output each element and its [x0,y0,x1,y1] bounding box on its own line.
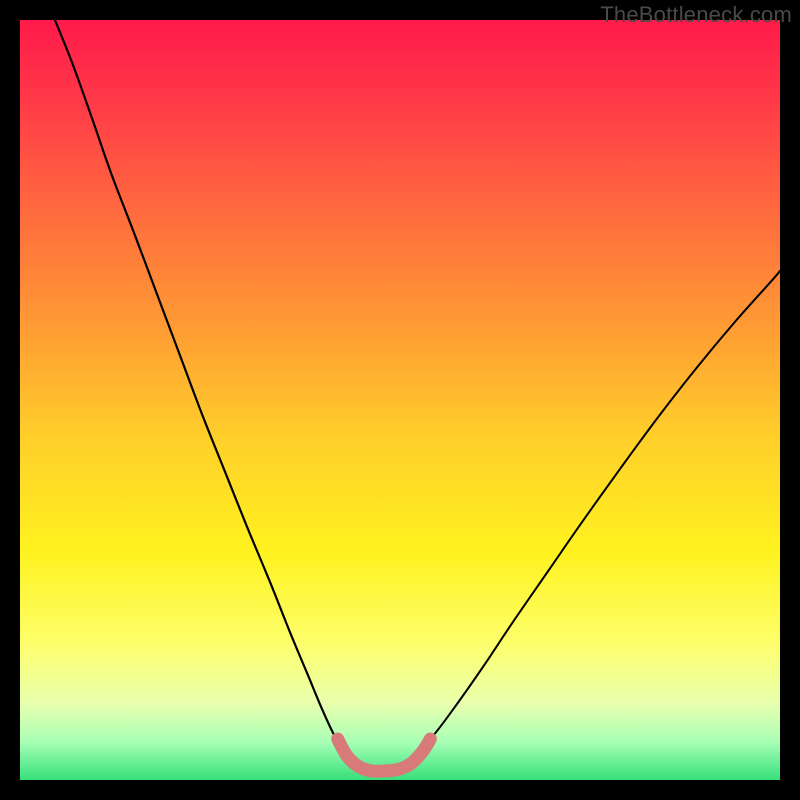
curve-left-arm [55,20,347,754]
curve-layer [20,20,780,780]
plot-area [20,20,780,780]
watermark-text: TheBottleneck.com [600,2,792,28]
curve-right-arm [415,271,780,754]
curve-valley-highlight [338,739,431,771]
outer-frame: TheBottleneck.com [0,0,800,800]
